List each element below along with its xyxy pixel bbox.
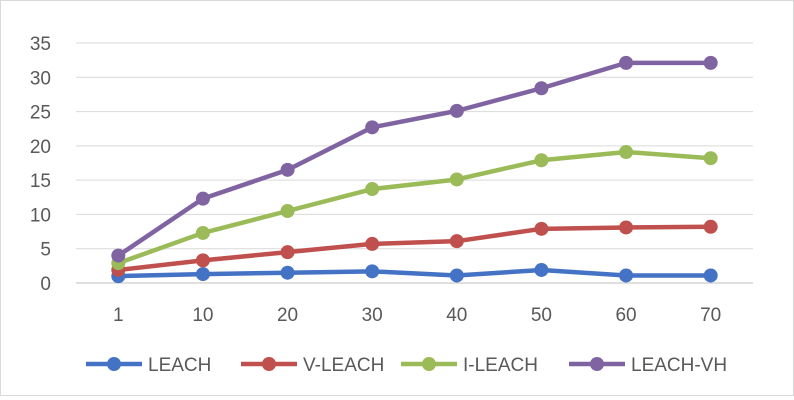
- y-tick-label: 0: [40, 274, 51, 295]
- y-tick-label: 15: [30, 171, 51, 192]
- data-point: [703, 219, 718, 234]
- data-point: [280, 162, 295, 177]
- x-tick-label: 60: [615, 305, 636, 326]
- data-point: [449, 172, 464, 187]
- data-point: [449, 234, 464, 249]
- legend-item-v-leach: V-LEACH: [241, 355, 384, 376]
- legend-swatch-marker: [590, 357, 604, 371]
- data-point: [534, 81, 549, 96]
- data-point: [195, 253, 210, 268]
- data-point: [534, 221, 549, 236]
- y-tick-label: 25: [30, 103, 51, 124]
- data-point: [619, 145, 634, 160]
- data-point: [280, 245, 295, 260]
- series-v-leach: [111, 219, 718, 277]
- x-tick-label: 1: [113, 305, 124, 326]
- data-point: [619, 55, 634, 70]
- x-tick-label: 40: [446, 305, 467, 326]
- gridlines: [76, 42, 753, 250]
- data-point: [534, 153, 549, 168]
- series-line: [116, 224, 713, 273]
- y-tick-label: 20: [30, 137, 51, 158]
- x-tick-labels: 1 10 20 30 40 50 60 70: [113, 305, 721, 326]
- series-line: [116, 149, 713, 266]
- data-point: [703, 268, 718, 283]
- y-tick-label: 35: [30, 34, 51, 55]
- data-point: [619, 268, 634, 283]
- y-tick-label: 5: [40, 240, 51, 261]
- legend-swatch-marker: [107, 357, 121, 371]
- data-point: [365, 120, 380, 135]
- legend-item-leach-vh: LEACH-VH: [569, 355, 727, 376]
- data-point: [365, 264, 380, 279]
- series-line: [116, 267, 713, 279]
- data-point: [703, 55, 718, 70]
- legend-label: I-LEACH: [463, 355, 538, 376]
- data-point: [195, 267, 210, 282]
- series-lines: [111, 55, 718, 284]
- y-tick-labels: 0 5 10 15 20 25 30 35: [30, 34, 51, 295]
- legend-label: LEACH-VH: [631, 355, 727, 376]
- data-point: [365, 236, 380, 251]
- data-point: [280, 265, 295, 280]
- legend: LEACH V-LEACH I-LEACH LEACH-VH: [86, 355, 727, 376]
- y-tick-label: 30: [30, 68, 51, 89]
- data-point: [111, 248, 126, 263]
- legend-item-leach: LEACH: [86, 355, 211, 376]
- series-i-leach: [111, 145, 718, 271]
- data-point: [195, 191, 210, 206]
- y-tick-label: 10: [30, 205, 51, 226]
- x-tick-label: 30: [362, 305, 383, 326]
- data-point: [534, 262, 549, 277]
- legend-item-i-leach: I-LEACH: [401, 355, 538, 376]
- x-tick-label: 70: [700, 305, 721, 326]
- data-point: [703, 151, 718, 166]
- data-point: [365, 182, 380, 197]
- legend-swatch-marker: [262, 357, 276, 371]
- x-tick-label: 20: [277, 305, 298, 326]
- legend-label: LEACH: [148, 355, 211, 376]
- data-point: [195, 225, 210, 240]
- data-point: [449, 268, 464, 283]
- series-leach: [111, 262, 718, 284]
- legend-swatch-marker: [422, 357, 436, 371]
- series-line: [116, 60, 713, 258]
- data-point: [619, 220, 634, 235]
- legend-label: V-LEACH: [303, 355, 384, 376]
- x-tick-label: 50: [531, 305, 552, 326]
- data-point: [280, 204, 295, 218]
- data-point: [449, 103, 464, 118]
- series-leach-vh: [111, 55, 718, 263]
- x-tick-label: 10: [192, 305, 213, 326]
